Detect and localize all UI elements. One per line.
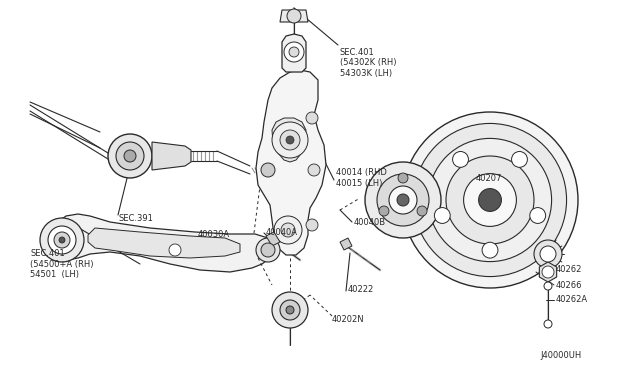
Circle shape — [286, 136, 294, 144]
Polygon shape — [540, 262, 557, 282]
Circle shape — [452, 151, 468, 167]
Circle shape — [540, 246, 556, 262]
Circle shape — [389, 186, 417, 214]
Circle shape — [402, 112, 578, 288]
Circle shape — [544, 320, 552, 328]
Polygon shape — [266, 232, 280, 246]
Circle shape — [306, 219, 318, 231]
Text: 40040B: 40040B — [354, 218, 386, 227]
Circle shape — [308, 164, 320, 176]
Polygon shape — [152, 142, 191, 170]
Circle shape — [377, 174, 429, 226]
Circle shape — [272, 122, 308, 158]
Text: 40262: 40262 — [556, 266, 582, 275]
Circle shape — [261, 243, 275, 257]
Circle shape — [417, 206, 427, 216]
Circle shape — [289, 47, 299, 57]
Circle shape — [306, 112, 318, 124]
Text: SEC.401
(54500+A (RH)
54501  (LH): SEC.401 (54500+A (RH) 54501 (LH) — [30, 249, 93, 279]
Circle shape — [446, 156, 534, 244]
Text: SEC.391: SEC.391 — [118, 214, 153, 222]
Text: SEC.401
(54302K (RH)
54303K (LH): SEC.401 (54302K (RH) 54303K (LH) — [340, 48, 397, 78]
Polygon shape — [340, 238, 352, 250]
Polygon shape — [52, 214, 272, 272]
Polygon shape — [280, 10, 308, 22]
Circle shape — [463, 174, 516, 227]
Circle shape — [54, 232, 70, 248]
Circle shape — [40, 218, 84, 262]
Circle shape — [428, 138, 552, 262]
Text: 40040A: 40040A — [266, 228, 298, 237]
Circle shape — [261, 163, 275, 177]
Circle shape — [116, 142, 144, 170]
Circle shape — [281, 223, 295, 237]
Polygon shape — [88, 228, 240, 258]
Circle shape — [365, 162, 441, 238]
Text: 40202N: 40202N — [332, 315, 365, 324]
Circle shape — [169, 244, 181, 256]
Polygon shape — [272, 118, 306, 162]
Circle shape — [59, 237, 65, 243]
Text: 40262A: 40262A — [556, 295, 588, 305]
Text: 40030A: 40030A — [198, 230, 230, 238]
Circle shape — [124, 150, 136, 162]
Circle shape — [435, 208, 450, 224]
Circle shape — [479, 189, 501, 211]
Circle shape — [530, 208, 546, 224]
Text: 40266: 40266 — [556, 280, 582, 289]
Circle shape — [413, 124, 566, 276]
Text: 40222: 40222 — [348, 285, 374, 295]
Circle shape — [284, 42, 304, 62]
Text: 40207: 40207 — [476, 173, 502, 183]
Polygon shape — [256, 70, 326, 255]
Circle shape — [286, 306, 294, 314]
Circle shape — [274, 216, 302, 244]
Circle shape — [542, 266, 554, 278]
Circle shape — [379, 206, 389, 216]
Circle shape — [280, 300, 300, 320]
Circle shape — [397, 194, 409, 206]
Circle shape — [272, 292, 308, 328]
Circle shape — [280, 130, 300, 150]
Circle shape — [398, 173, 408, 183]
Polygon shape — [282, 34, 306, 72]
Circle shape — [287, 9, 301, 23]
Circle shape — [511, 151, 527, 167]
Circle shape — [108, 134, 152, 178]
Circle shape — [256, 238, 280, 262]
Text: 40014 (RHD
40015 (LH): 40014 (RHD 40015 (LH) — [336, 168, 387, 188]
Circle shape — [48, 226, 76, 254]
Text: J40000UH: J40000UH — [540, 352, 581, 360]
Circle shape — [544, 282, 552, 290]
Circle shape — [482, 242, 498, 258]
Circle shape — [534, 240, 562, 268]
